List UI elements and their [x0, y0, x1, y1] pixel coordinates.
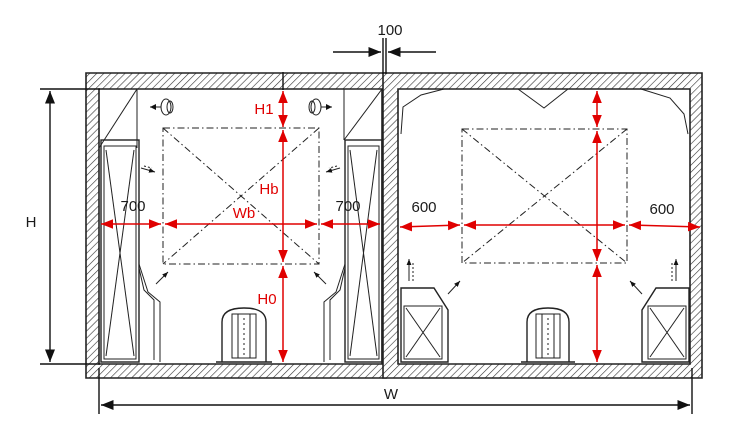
- width-label: W: [384, 386, 399, 403]
- right-fan-icon: [308, 98, 332, 116]
- right-600-dimension-line: [628, 220, 701, 232]
- gap-label: 100: [377, 22, 402, 39]
- right-room-right-unit: [641, 287, 690, 363]
- left-room: [98, 88, 383, 363]
- height-label: H: [26, 214, 37, 231]
- h1-label: H1: [254, 101, 273, 118]
- red-dimensions: [101, 72, 701, 362]
- right-cargo-box: [461, 128, 628, 264]
- black-dimensions: [40, 38, 693, 414]
- right-tall-unit: [323, 139, 383, 363]
- left-fan-icon: [150, 98, 174, 116]
- right-room-wall: [382, 72, 703, 379]
- right-700-label: 700: [335, 198, 360, 215]
- right-600-label: 600: [649, 201, 674, 218]
- left-600-dimension-line: [399, 220, 461, 232]
- hb-label: Hb: [259, 181, 278, 198]
- labels: 100 H W H1 Hb Wb H0 700 700 600 600: [26, 22, 675, 403]
- left-tall-unit: [100, 139, 161, 363]
- h0-label: H0: [257, 291, 276, 308]
- left-600-label: 600: [411, 199, 436, 216]
- left-room-airflow-arrows: [140, 165, 341, 285]
- left-700-label: 700: [120, 198, 145, 215]
- wb-label: Wb: [233, 205, 256, 222]
- right-floor-unit: [521, 307, 575, 363]
- left-floor-unit: [216, 307, 272, 363]
- right-room-airflow-arrows: [406, 259, 679, 295]
- left-cargo-box: [162, 127, 320, 265]
- right-room-left-unit: [400, 287, 449, 363]
- walls: [85, 72, 703, 379]
